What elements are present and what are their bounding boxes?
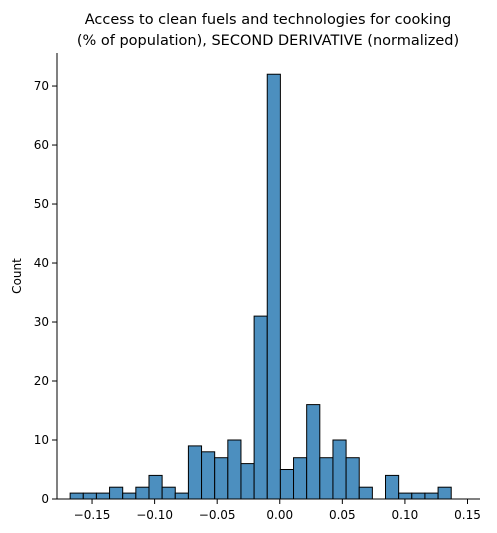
x-tick-label: −0.05: [199, 508, 236, 522]
y-tick-label: 70: [34, 79, 49, 93]
histogram-bar: [95, 492, 111, 500]
histogram-bar: [398, 492, 413, 500]
chart-title-line-2: (% of population), SECOND DERIVATIVE (no…: [77, 33, 459, 49]
y-tick-label: 40: [34, 256, 49, 270]
x-tick-label: −0.10: [136, 508, 173, 522]
histogram-bar: [279, 469, 295, 500]
histogram-bar: [161, 486, 176, 500]
x-tick-label: 0.15: [454, 508, 481, 522]
histogram-bar: [227, 439, 242, 500]
histogram-bar: [174, 492, 189, 500]
histogram-bar: [240, 463, 255, 500]
histogram-bar: [266, 73, 281, 500]
histogram-bar: [82, 492, 97, 500]
bars-group: [69, 73, 452, 500]
histogram-bar: [69, 492, 84, 500]
histogram-bar: [385, 474, 400, 500]
histogram-bar: [214, 457, 229, 500]
y-tick-label: 50: [34, 197, 49, 211]
y-tick-label: 10: [34, 433, 49, 447]
histogram-bar: [253, 315, 268, 500]
y-tick-label: 0: [41, 492, 49, 506]
histogram-bar: [358, 486, 373, 500]
x-tick-label: −0.15: [74, 508, 111, 522]
histogram-bar: [411, 492, 426, 500]
histogram-bar: [306, 404, 321, 500]
x-tick-label: 0.05: [329, 508, 356, 522]
histogram-bar: [332, 439, 347, 500]
chart-title-line-1: Access to clean fuels and technologies f…: [85, 12, 451, 28]
histogram-bar: [122, 492, 137, 500]
histogram-bar: [437, 486, 452, 500]
x-axis-ticks: −0.15 −0.10 −0.05 0.00 0.05 0.10 0.15: [74, 499, 481, 522]
histogram-bar: [187, 445, 203, 500]
y-axis-ticks: 0 10 20 30 40 50 60 70: [34, 79, 57, 506]
x-tick-label: 0.00: [266, 508, 293, 522]
y-axis-label: Count: [10, 258, 24, 294]
histogram-bar: [109, 486, 124, 500]
histogram-bar: [135, 486, 150, 500]
histogram-bar: [201, 451, 216, 500]
histogram-bar: [345, 457, 360, 500]
histogram-bar: [148, 474, 163, 500]
y-tick-label: 60: [34, 138, 49, 152]
histogram-bar: [293, 457, 308, 500]
x-tick-label: 0.10: [392, 508, 419, 522]
y-tick-label: 30: [34, 315, 49, 329]
histogram-bar: [319, 457, 334, 500]
y-tick-label: 20: [34, 374, 49, 388]
histogram-bar: [424, 492, 439, 500]
